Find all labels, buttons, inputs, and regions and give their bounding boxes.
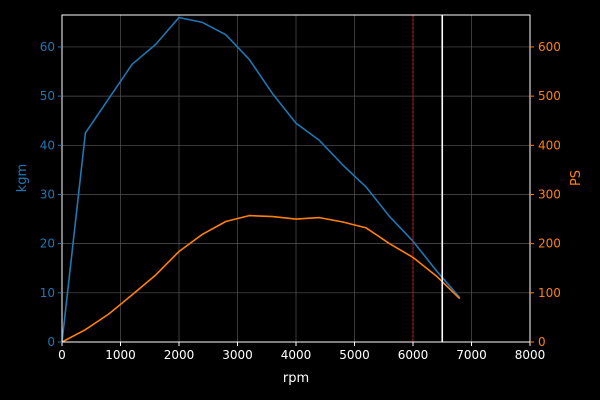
x-tick-label: 7000 <box>456 348 487 362</box>
x-tick-label: 8000 <box>515 348 546 362</box>
left-tick-label: 40 <box>40 138 55 152</box>
grid <box>61 15 531 343</box>
x-axis-ticks: 0 1000 2000 3000 4000 5000 6000 7000 8000 <box>58 342 545 362</box>
x-axis-label: rpm <box>283 371 309 386</box>
right-axis-label: PS <box>569 170 584 186</box>
series-line-kgm <box>61 16 461 343</box>
right-tick-label: 400 <box>538 138 561 152</box>
right-tick-label: 0 <box>538 335 546 349</box>
left-tick-label: 20 <box>40 237 55 251</box>
series-line-ps <box>61 214 461 343</box>
left-axis-label: kgm <box>15 164 30 192</box>
x-tick-label: 3000 <box>222 348 253 362</box>
series-lines <box>61 16 461 343</box>
right-tick-label: 200 <box>538 237 561 251</box>
left-tick-label: 60 <box>40 40 55 54</box>
right-tick-label: 600 <box>538 40 561 54</box>
right-axis-ticks: 0 100 200 300 400 500 600 <box>530 40 561 349</box>
x-tick-label: 5000 <box>339 348 370 362</box>
right-tick-label: 500 <box>538 89 561 103</box>
right-tick-label: 300 <box>538 187 561 201</box>
reference-lines <box>412 15 444 342</box>
left-tick-label: 0 <box>47 335 55 349</box>
x-tick-label: 0 <box>58 348 66 362</box>
x-tick-label: 4000 <box>281 348 312 362</box>
x-tick-label: 2000 <box>164 348 195 362</box>
right-tick-label: 100 <box>538 286 561 300</box>
left-tick-label: 30 <box>40 187 55 201</box>
left-tick-label: 10 <box>40 286 55 300</box>
x-tick-label: 6000 <box>398 348 429 362</box>
x-tick-label: 1000 <box>105 348 136 362</box>
left-tick-label: 50 <box>40 89 55 103</box>
left-axis-ticks: 0 10 20 30 40 50 60 <box>40 40 62 349</box>
